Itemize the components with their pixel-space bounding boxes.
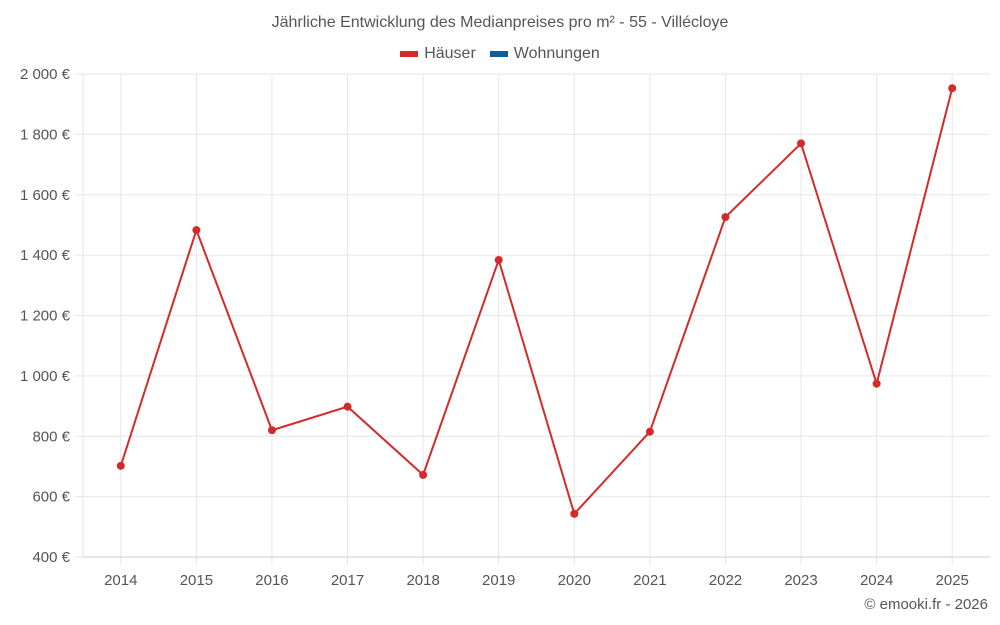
series-line-häuser bbox=[119, 87, 954, 516]
y-tick-label: 1 400 € bbox=[20, 247, 71, 264]
y-tick-label: 1 200 € bbox=[20, 308, 71, 325]
legend-swatch-haeuser bbox=[400, 51, 419, 57]
y-tick-label: 1 800 € bbox=[20, 126, 71, 143]
y-tick-label: 800 € bbox=[32, 428, 70, 445]
data-point[interactable] bbox=[570, 509, 579, 518]
legend-item-haeuser[interactable]: Häuser bbox=[400, 45, 476, 63]
data-point[interactable] bbox=[419, 470, 428, 479]
y-tick-label: 2 000 € bbox=[20, 66, 71, 83]
data-point[interactable] bbox=[192, 226, 201, 235]
x-tick-label: 2014 bbox=[104, 572, 137, 589]
y-tick-label: 600 € bbox=[32, 489, 70, 506]
x-tick-label: 2020 bbox=[558, 572, 591, 589]
x-tick-label: 2016 bbox=[255, 572, 288, 589]
data-point[interactable] bbox=[116, 461, 125, 470]
chart-title: Jährliche Entwicklung des Medianpreises … bbox=[271, 14, 729, 31]
data-point[interactable] bbox=[721, 213, 730, 222]
data-point[interactable] bbox=[343, 402, 352, 411]
data-point[interactable] bbox=[797, 139, 806, 148]
y-tick-label: 400 € bbox=[32, 549, 70, 566]
legend-item-wohnungen[interactable]: Wohnungen bbox=[489, 45, 600, 63]
data-point[interactable] bbox=[872, 379, 881, 388]
y-tick-label: 1 000 € bbox=[20, 368, 71, 385]
x-tick-label: 2022 bbox=[709, 572, 742, 589]
data-point[interactable] bbox=[494, 255, 503, 264]
x-tick-label: 2017 bbox=[331, 572, 364, 589]
data-point[interactable] bbox=[645, 427, 654, 436]
x-tick-label: 2025 bbox=[936, 572, 969, 589]
y-tick-label: 1 600 € bbox=[20, 187, 71, 204]
legend: Häuser Wohnungen bbox=[0, 45, 1000, 63]
x-tick-label: 2018 bbox=[406, 572, 439, 589]
legend-label-wohnungen: Wohnungen bbox=[513, 45, 600, 62]
x-tick-label: 2015 bbox=[180, 572, 213, 589]
x-tick-label: 2019 bbox=[482, 572, 515, 589]
legend-swatch-wohnungen bbox=[489, 51, 508, 57]
legend-label-haeuser: Häuser bbox=[424, 45, 476, 62]
x-tick-label: 2023 bbox=[784, 572, 817, 589]
x-tick-label: 2021 bbox=[633, 572, 666, 589]
data-point[interactable] bbox=[948, 84, 957, 93]
data-point[interactable] bbox=[267, 426, 276, 435]
credit-text: © emooki.fr - 2026 bbox=[864, 596, 988, 613]
x-tick-label: 2024 bbox=[860, 572, 893, 589]
